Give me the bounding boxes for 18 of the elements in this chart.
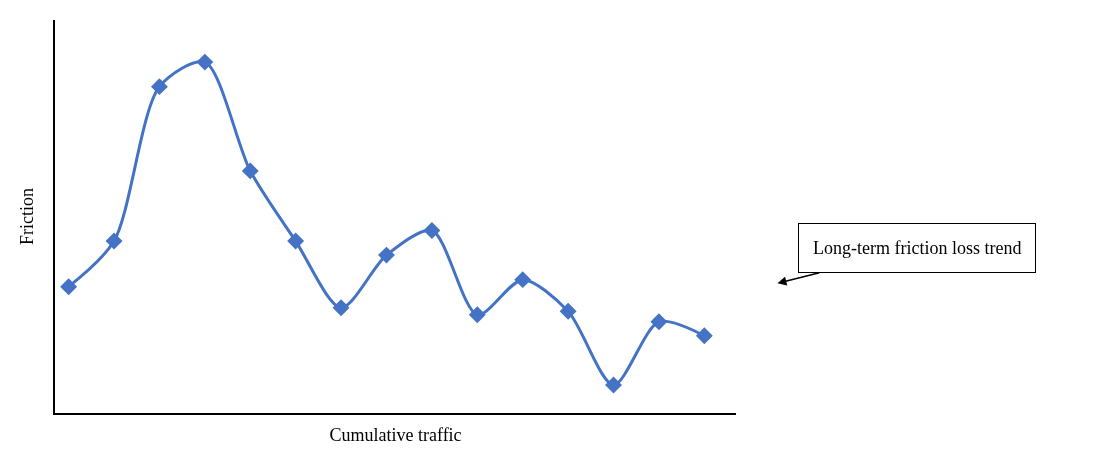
point (514, 271, 532, 289)
point (60, 278, 78, 296)
x-axis-title: Cumulative traffic (329, 425, 462, 446)
text: Long-term friction loss trend (813, 238, 1022, 258)
point (423, 222, 441, 239)
point (695, 327, 713, 345)
point (468, 306, 486, 324)
point (332, 299, 350, 317)
point (196, 53, 214, 71)
point (241, 162, 259, 180)
point (605, 376, 622, 394)
y-axis-title: Friction (16, 188, 37, 245)
point (559, 302, 577, 320)
point (150, 78, 168, 96)
point (378, 246, 395, 264)
point (650, 313, 668, 331)
point (287, 232, 305, 250)
point (105, 232, 123, 250)
